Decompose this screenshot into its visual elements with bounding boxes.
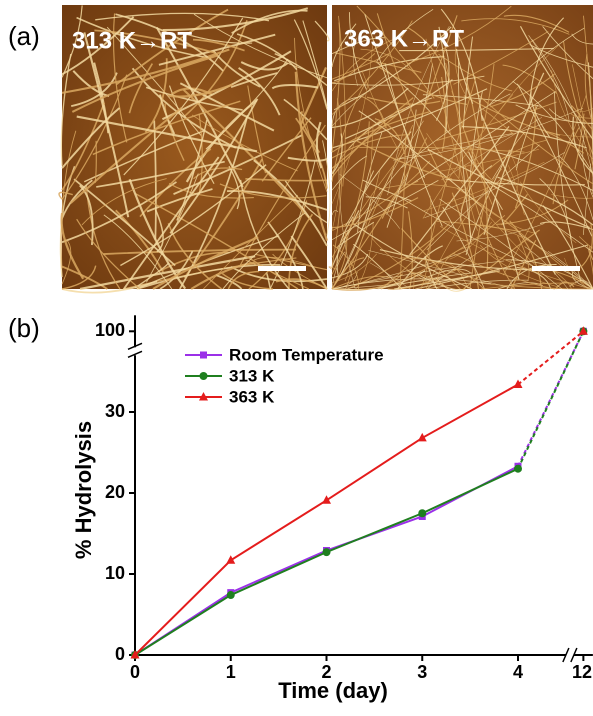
image-label: 313 K→RT bbox=[72, 27, 192, 54]
series-line bbox=[135, 384, 518, 655]
y-tick-label: 10 bbox=[105, 563, 125, 583]
x-axis-title: Time (day) bbox=[278, 678, 388, 703]
panel-label: (b) bbox=[8, 313, 40, 343]
figure: (a) 313 K→RT 363 K→RT (b) Time (day) % H… bbox=[0, 0, 593, 716]
marker bbox=[514, 465, 522, 473]
legend-symbol bbox=[200, 372, 208, 380]
legend-label: Room Temperature bbox=[229, 345, 384, 364]
marker bbox=[514, 379, 523, 388]
x-tick-label: 4 bbox=[513, 662, 523, 682]
scale-bar bbox=[532, 266, 580, 271]
x-tick-label: 12 bbox=[572, 662, 592, 682]
legend-label: 313 K bbox=[229, 366, 275, 385]
series-line bbox=[518, 331, 583, 384]
y-tick-label: 100 bbox=[95, 320, 125, 340]
panel-label: (a) bbox=[8, 21, 40, 51]
marker bbox=[323, 548, 331, 556]
legend-label: 363 K bbox=[229, 387, 275, 406]
legend-marker bbox=[200, 352, 207, 359]
x-tick-label: 0 bbox=[130, 662, 140, 682]
x-tick-label: 1 bbox=[226, 662, 236, 682]
scale-bar bbox=[258, 266, 306, 271]
y-axis-title: % Hydrolysis bbox=[71, 421, 96, 559]
legend-symbol bbox=[200, 352, 207, 359]
y-tick-label: 20 bbox=[105, 482, 125, 502]
image-label: 363 K→RT bbox=[344, 25, 464, 52]
y-tick-label: 0 bbox=[115, 644, 125, 664]
marker bbox=[322, 495, 331, 504]
marker bbox=[226, 555, 235, 564]
marker bbox=[227, 591, 235, 599]
x-tick-label: 2 bbox=[321, 662, 331, 682]
legend-marker bbox=[200, 372, 208, 380]
marker bbox=[418, 509, 426, 517]
x-tick-label: 3 bbox=[417, 662, 427, 682]
y-tick-label: 30 bbox=[105, 401, 125, 421]
